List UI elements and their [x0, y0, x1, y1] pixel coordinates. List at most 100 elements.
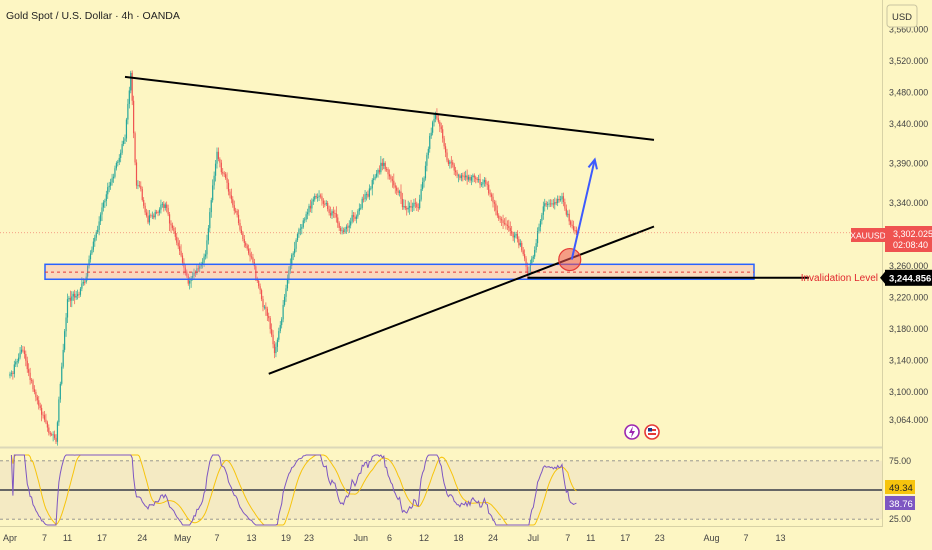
candle-body: [237, 214, 240, 224]
candle-body: [291, 254, 293, 266]
highlight-circle[interactable]: [558, 247, 582, 272]
main-pane[interactable]: Invalidation Level: [0, 70, 882, 446]
candle-body: [59, 383, 61, 400]
time-axis[interactable]: Apr 7 11 17 24 May 7 13 19 23 Jun 6 12 18 24 Jul 7 11 17 23…: [3, 533, 786, 543]
candle-body: [296, 234, 299, 241]
event-icons[interactable]: [624, 424, 660, 440]
candle-body: [457, 175, 460, 177]
currency-button[interactable]: USD: [886, 4, 918, 28]
candle-body: [226, 178, 228, 183]
price-tick-label: 3,180.000: [889, 324, 928, 334]
candle-body: [328, 209, 330, 213]
candle-body: [482, 182, 484, 185]
candle-body: [200, 264, 202, 267]
candle-body: [260, 290, 263, 300]
candle-body: [115, 162, 117, 169]
candle-body: [324, 203, 326, 205]
us-flag-canton: [648, 428, 652, 432]
time-tick-label: 11: [63, 533, 72, 543]
candle-body: [371, 179, 373, 189]
projection-arrow[interactable]: [570, 157, 598, 260]
candle-body: [229, 191, 231, 196]
candle-body: [143, 200, 145, 206]
candle-body: [424, 165, 427, 179]
candle-body: [447, 160, 450, 164]
rsi-tag: [885, 496, 915, 510]
candle-body: [357, 211, 359, 217]
candle-body: [529, 263, 531, 272]
candle-body: [449, 161, 451, 164]
price-tick-label: 3,220.000: [889, 292, 928, 302]
candle-body: [383, 162, 385, 166]
candle-body: [240, 229, 243, 234]
candle-body: [232, 199, 234, 206]
rsi-pane[interactable]: [0, 454, 882, 526]
candle-body: [209, 212, 211, 229]
lightning-glyph: [629, 426, 635, 438]
candle-body: [62, 349, 64, 367]
candle-body: [541, 214, 543, 221]
candle-body: [79, 288, 82, 295]
candle-body: [84, 281, 86, 283]
candle-body: [286, 279, 289, 289]
candle-body: [128, 90, 130, 104]
candle-body: [181, 255, 184, 263]
candle-body: [325, 203, 327, 205]
candle-body: [427, 148, 429, 156]
time-tick-label: 13: [246, 533, 256, 543]
candle-body: [279, 325, 281, 332]
candle-body: [486, 183, 488, 185]
candle-body: [36, 397, 38, 401]
candle-body: [161, 203, 163, 205]
candle-body: [266, 308, 268, 316]
candle-body: [367, 193, 369, 197]
candle-body: [189, 280, 191, 284]
rsi-ma-tag: [885, 480, 915, 494]
candle-body: [476, 178, 478, 181]
candle-body: [138, 185, 140, 187]
candle-body: [210, 200, 212, 213]
rsi-value-tags: 49.34 38.76: [885, 480, 915, 510]
descending-trendline[interactable]: [124, 75, 655, 141]
candle-body: [49, 432, 51, 435]
candle-body: [350, 221, 352, 226]
candle-body: [74, 293, 76, 298]
candle-body: [306, 212, 309, 215]
candle-body: [104, 200, 106, 203]
price-axis[interactable]: 3,560.000 3,520.000 3,480.000 3,440.000 3,39…: [882, 0, 932, 527]
candle-body: [194, 272, 197, 274]
candle-body: [519, 242, 521, 246]
symbol-name: XAUUSD: [850, 231, 885, 241]
candle-body: [25, 354, 27, 361]
candle-body: [411, 206, 414, 208]
candle-body: [483, 179, 485, 183]
us-flag-event-icon[interactable]: [644, 424, 660, 440]
candle-body: [45, 419, 47, 423]
candle-body: [386, 169, 388, 171]
price-tick-label: 3,340.000: [889, 198, 928, 208]
candle-body: [141, 189, 143, 201]
candle-body: [122, 140, 125, 145]
candle-body: [95, 232, 97, 238]
candle-body: [317, 197, 319, 198]
candle-body: [472, 175, 474, 177]
candle-body: [35, 391, 37, 398]
candle-body: [135, 162, 138, 186]
candle-body: [9, 373, 11, 377]
ascending-trendline[interactable]: [268, 225, 655, 375]
candle-body: [51, 434, 53, 436]
candle-body: [377, 170, 379, 174]
candle-body: [502, 220, 504, 223]
time-tick-label: 6: [387, 533, 392, 543]
candle-body: [166, 204, 168, 208]
candle-body: [462, 175, 464, 177]
candle-body: [53, 434, 56, 438]
time-tick-label: 23: [304, 533, 314, 543]
candle-body: [197, 268, 199, 270]
candle-body: [433, 119, 435, 123]
candle-body: [469, 176, 471, 181]
candle-body: [275, 346, 277, 354]
candle-body: [478, 179, 480, 181]
candle-body: [130, 72, 132, 91]
candle-body: [465, 175, 467, 178]
